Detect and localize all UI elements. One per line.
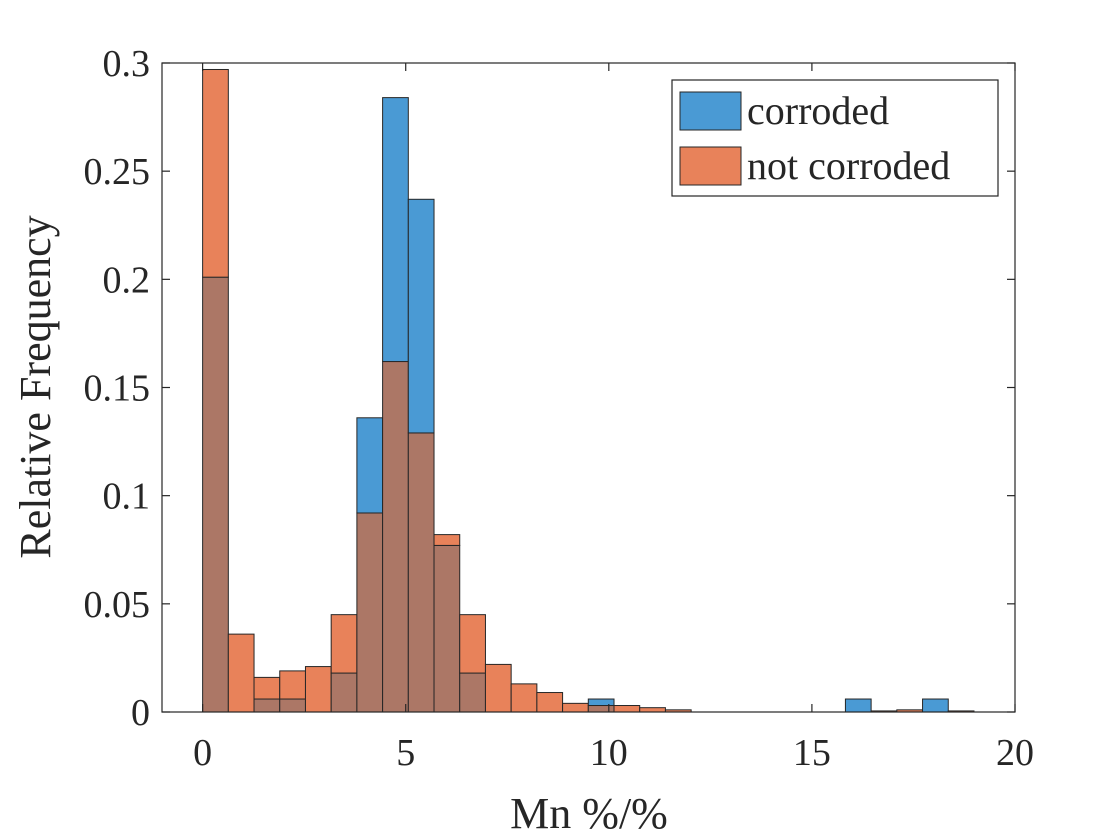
legend-swatch-corroded xyxy=(679,91,742,131)
histogram-bar-not-corroded xyxy=(536,692,564,713)
histogram-bar-overlap xyxy=(459,672,486,713)
histogram-bar-not-corroded xyxy=(330,614,358,674)
legend-swatch-not-corroded xyxy=(679,146,742,186)
histogram-bar-corroded xyxy=(922,698,949,713)
y-tick-label: 0.05 xyxy=(84,584,151,626)
y-tick-label: 0.2 xyxy=(103,259,151,301)
histogram-bar-not-corroded xyxy=(227,633,255,713)
x-tick-label: 20 xyxy=(996,732,1034,774)
legend: corroded not corroded xyxy=(671,79,999,197)
histogram-bar-corroded xyxy=(407,198,435,434)
histogram-bar-not-corroded xyxy=(562,702,589,713)
histogram-bar-not-corroded xyxy=(304,666,332,713)
histogram-bar-not-corroded xyxy=(510,683,538,713)
histogram-bar-overlap xyxy=(356,512,384,713)
histogram-bar-not-corroded xyxy=(202,68,229,278)
x-tick-label: 0 xyxy=(193,732,212,774)
x-tick-label: 15 xyxy=(793,732,831,774)
tick-labels-layer: 0 5 10 15 20 0 0.05 0.1 0.15 0.2 0.25 0.3 xyxy=(84,43,1035,774)
y-axis-title: Relative Frequency xyxy=(11,215,60,558)
histogram-bar-overlap xyxy=(253,698,281,713)
y-tick-label: 0.15 xyxy=(84,368,151,410)
y-tick-label: 0.1 xyxy=(103,476,151,518)
legend-label-corroded: corroded xyxy=(747,88,889,133)
histogram-bar-not-corroded xyxy=(613,705,641,713)
histogram-bar-corroded xyxy=(587,698,615,707)
histogram-bar-corroded xyxy=(356,417,384,514)
histogram-bar-overlap xyxy=(587,705,615,713)
histogram-bar-not-corroded xyxy=(639,707,666,713)
histogram-bar-overlap xyxy=(330,672,358,713)
y-tick-label: 0.3 xyxy=(103,43,151,85)
x-tick-label: 5 xyxy=(396,732,415,774)
histogram-bar-corroded xyxy=(382,97,409,363)
histogram-bar-not-corroded xyxy=(279,670,306,700)
histogram-bar-corroded xyxy=(844,698,872,713)
histogram-bar-not-corroded xyxy=(433,534,461,546)
bars-layer xyxy=(202,68,975,713)
histogram-bar-overlap xyxy=(382,361,409,713)
x-axis-title: Mn %/% xyxy=(510,789,668,838)
histogram-bar-overlap xyxy=(433,544,461,713)
y-tick-label: 0 xyxy=(131,692,150,734)
ticks-layer xyxy=(162,62,1016,713)
histogram-bar-overlap xyxy=(202,276,229,713)
histogram-bar-not-corroded xyxy=(459,614,486,674)
histogram-bar-not-corroded xyxy=(253,676,281,700)
histogram-bar-overlap xyxy=(279,698,306,713)
x-tick-label: 10 xyxy=(590,732,628,774)
y-tick-label: 0.25 xyxy=(84,151,151,193)
histogram-bar-overlap xyxy=(407,432,435,713)
legend-label-not-corroded: not corroded xyxy=(747,143,950,188)
histogram-bar-not-corroded xyxy=(484,663,512,713)
